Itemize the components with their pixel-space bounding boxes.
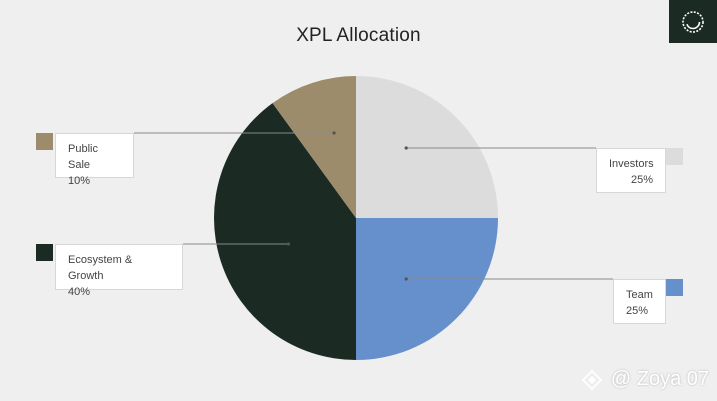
callout-ecosystem-growth: Ecosystem & Growth 40% [55, 244, 183, 298]
legend-swatch-investors [666, 148, 683, 165]
callout-percent: 10% [68, 175, 91, 187]
pie-slice-ecosystem-growth [213, 103, 356, 361]
watermark: @ Zoya 07 [579, 368, 709, 391]
callout-label: Team [626, 289, 653, 301]
callout-percent: 25% [626, 305, 649, 317]
callout-label: Public Sale [68, 143, 98, 171]
watermark-text: @ Zoya 07 [610, 368, 709, 390]
callout-percent: 25% [630, 174, 653, 186]
callout-percent: 40% [68, 286, 91, 298]
leader-dot-public-sale [332, 131, 336, 135]
legend-swatch-public-sale [36, 133, 53, 150]
pie-slice-public-sale [272, 76, 356, 218]
legend-swatch-team [666, 279, 683, 296]
brand-logo [669, 0, 717, 43]
callout-public-sale: Public Sale 10% [55, 133, 134, 187]
leader-dot-team [404, 277, 408, 281]
callout-team: Team 25% [613, 279, 666, 324]
callout-investors: Investors 25% [596, 148, 666, 193]
pie-slice-investors [356, 76, 498, 218]
diamond-logo-icon [581, 369, 603, 390]
callout-label: Investors [609, 158, 654, 170]
legend-swatch-ecosystem-growth [36, 244, 53, 261]
chart-title: XPL Allocation [296, 25, 421, 46]
callout-label: Ecosystem & Growth [68, 254, 133, 282]
pie-slice-team [356, 218, 498, 360]
leader-dot-investors [404, 146, 408, 150]
leader-dot-ecosystem-growth [286, 242, 291, 246]
logo-icon [682, 10, 704, 33]
